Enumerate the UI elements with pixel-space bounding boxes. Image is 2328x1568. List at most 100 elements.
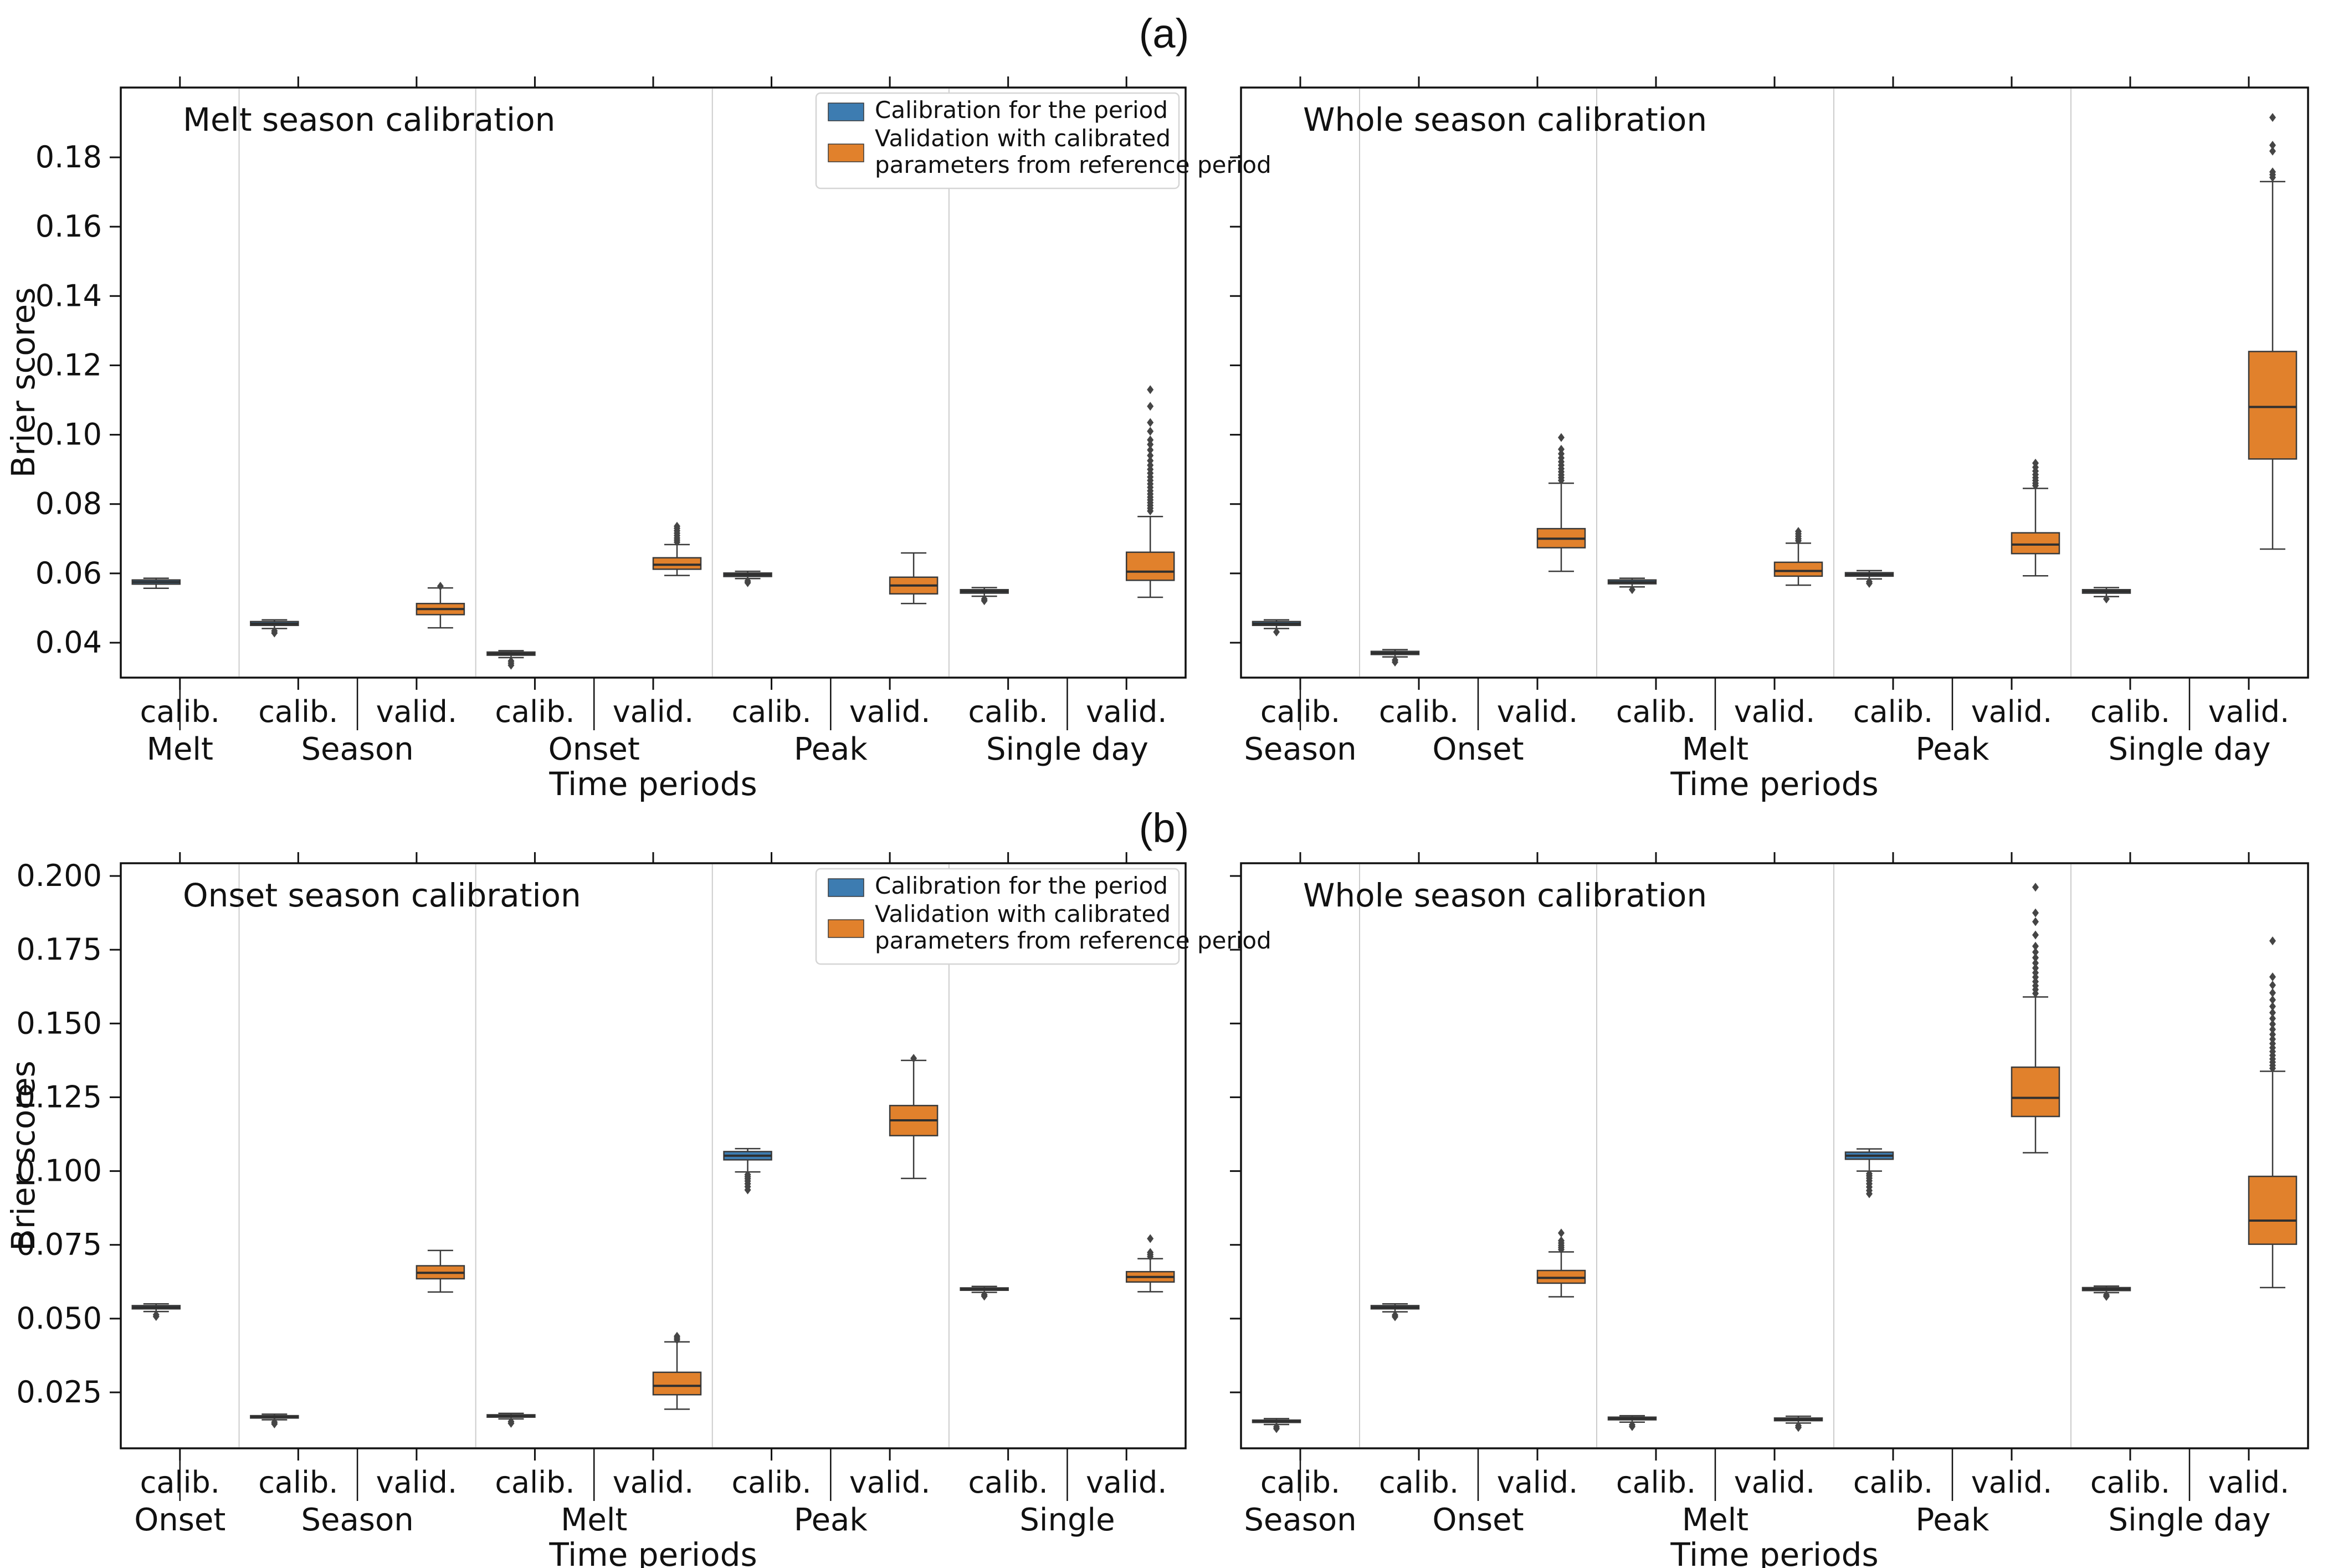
box-valid xyxy=(652,557,702,570)
group-label: Single day xyxy=(986,731,1148,767)
x-tick-label: calib. xyxy=(731,1465,811,1500)
legend-swatch-validation xyxy=(828,919,864,938)
legend-box xyxy=(815,92,1180,189)
legend-label-validation: Validation with calibrated xyxy=(875,125,1171,152)
legend-label-validation: Validation with calibrated xyxy=(875,900,1171,928)
outlier-point xyxy=(1147,402,1154,411)
box-valid xyxy=(1125,551,1175,581)
outlier-point xyxy=(1147,440,1154,449)
x-tick-label: valid. xyxy=(376,1465,458,1500)
x-axis-label: Time periods xyxy=(1670,765,1878,803)
y-tick-label: 0.08 xyxy=(35,486,102,521)
x-tick-label: calib. xyxy=(258,694,338,729)
y-axis-label: Brier scores xyxy=(4,288,42,478)
outlier-point xyxy=(1273,627,1280,637)
outlier-point xyxy=(2269,1008,2276,1017)
outlier-point xyxy=(2269,988,2276,997)
box-valid xyxy=(2248,1175,2298,1245)
group-label: Single day xyxy=(2109,731,2271,767)
y-tick-label: 0.16 xyxy=(35,209,102,244)
outlier-point xyxy=(1147,385,1154,394)
legend-swatch-calibration xyxy=(828,103,864,121)
x-tick-label: valid. xyxy=(1086,1465,1167,1500)
group-label: Peak xyxy=(794,731,868,767)
outlier-point xyxy=(2269,972,2276,982)
legend-swatch-calibration xyxy=(828,878,864,897)
x-tick-label: calib. xyxy=(968,694,1048,729)
legend-swatch-validation xyxy=(828,144,864,162)
outlier-point xyxy=(1795,1423,1802,1432)
outlier-point xyxy=(1147,451,1154,460)
box-valid xyxy=(2011,532,2060,555)
outlier-point xyxy=(2269,113,2276,122)
group-label: Onset xyxy=(1432,1502,1524,1538)
outlier-point xyxy=(2269,146,2276,156)
legend-label-validation: parameters from reference period xyxy=(875,927,1271,954)
x-tick-label: valid. xyxy=(1734,1465,1816,1500)
outlier-point xyxy=(981,1292,988,1301)
subfigure-label-a: (a) xyxy=(1139,11,1189,57)
outlier-point xyxy=(2103,595,2110,604)
panel-title: Whole season calibration xyxy=(1303,877,1707,914)
outlier-point xyxy=(1629,1422,1635,1431)
x-tick-label: valid. xyxy=(849,1465,931,1500)
x-tick-label: calib. xyxy=(258,1465,338,1500)
panel-border xyxy=(1240,86,2309,679)
panel-title: Melt season calibration xyxy=(183,101,555,139)
outlier-point xyxy=(2032,908,2039,918)
outlier-point xyxy=(2032,959,2039,968)
outlier-point xyxy=(2269,1019,2276,1029)
x-tick-label: valid. xyxy=(2208,1465,2290,1500)
y-tick-label: 0.150 xyxy=(16,1006,102,1041)
subfigure-label-b: (b) xyxy=(1139,805,1189,851)
outlier-point xyxy=(2032,917,2039,926)
outlier-point xyxy=(2269,1029,2276,1039)
y-tick-label: 0.075 xyxy=(16,1227,102,1262)
y-tick-label: 0.10 xyxy=(35,417,102,452)
x-tick-label: valid. xyxy=(1497,694,1578,729)
outlier-point xyxy=(1147,427,1154,436)
panel-border xyxy=(1240,862,2309,1449)
group-label: Peak xyxy=(1916,731,1990,767)
outlier-point xyxy=(2032,953,2039,962)
x-tick-label: calib. xyxy=(1379,1465,1459,1500)
outlier-point xyxy=(2269,141,2276,150)
outlier-point xyxy=(981,596,988,606)
outlier-point xyxy=(2269,981,2276,990)
outlier-point xyxy=(1147,435,1154,444)
group-label: Season xyxy=(1244,731,1356,767)
outlier-point xyxy=(2032,964,2039,973)
outlier-point xyxy=(1147,418,1154,427)
y-tick-label: 0.125 xyxy=(16,1079,102,1114)
group-label: Peak xyxy=(1916,1502,1990,1538)
x-tick-label: calib. xyxy=(2090,1465,2170,1500)
outlier-point xyxy=(152,1312,160,1321)
x-tick-label: calib. xyxy=(968,1465,1048,1500)
outlier-point xyxy=(2032,458,2039,468)
outlier-point xyxy=(744,1185,751,1195)
x-tick-label: valid. xyxy=(376,694,458,729)
group-label: Onset xyxy=(1432,731,1524,767)
y-tick-label: 0.175 xyxy=(16,932,102,967)
outlier-point xyxy=(1558,1228,1565,1238)
group-label: Onset xyxy=(134,1502,225,1538)
y-axis-label: Brier scores xyxy=(4,1060,42,1251)
legend-box xyxy=(815,868,1180,965)
group-label: Melt xyxy=(1682,1502,1748,1538)
x-tick-label: calib. xyxy=(1853,1465,1933,1500)
outlier-point xyxy=(437,582,444,591)
outlier-point xyxy=(2103,1292,2110,1301)
outlier-point xyxy=(1273,1424,1280,1433)
y-tick-label: 0.025 xyxy=(16,1375,102,1410)
box-valid xyxy=(1773,561,1823,577)
outlier-point xyxy=(2269,1034,2276,1044)
outlier-point xyxy=(1866,1189,1873,1198)
outlier-point xyxy=(1558,1236,1565,1246)
group-label: Melt xyxy=(1682,731,1748,767)
legend-label-calibration: Calibration for the period xyxy=(875,872,1168,899)
y-tick-label: 0.100 xyxy=(16,1154,102,1188)
outlier-point xyxy=(2269,936,2276,946)
outlier-point xyxy=(2032,968,2039,977)
x-tick-label: calib. xyxy=(495,694,575,729)
